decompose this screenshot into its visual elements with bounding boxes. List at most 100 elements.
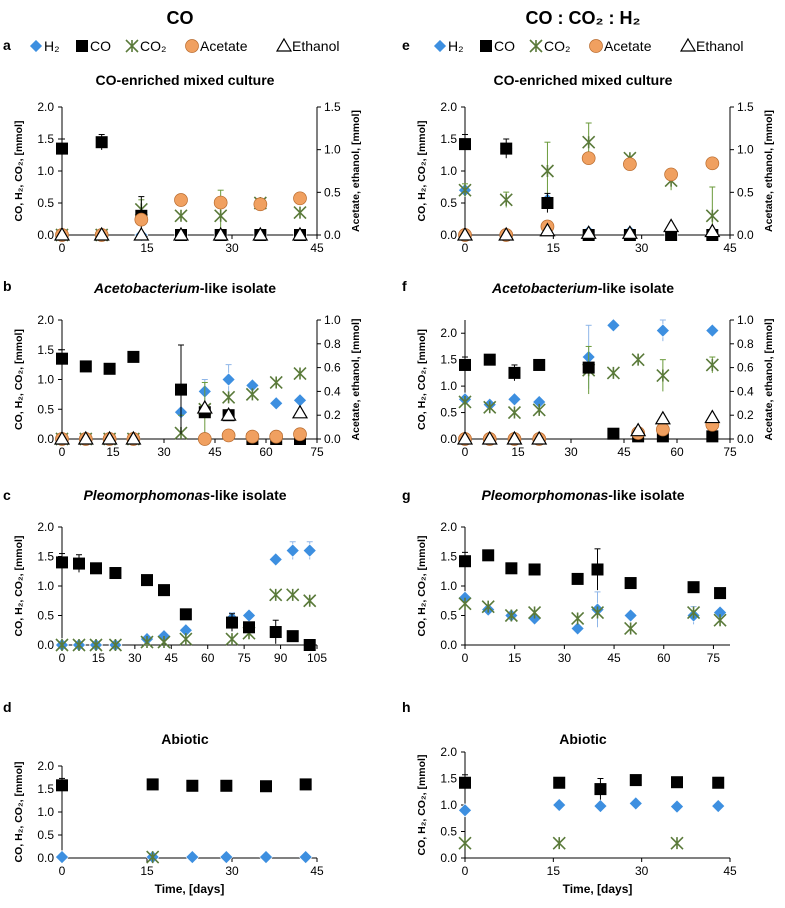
panel-letter-d: d: [3, 699, 12, 715]
ytick-label-h: 1.5: [440, 772, 457, 786]
ytick-label-g: 0.0: [440, 638, 457, 652]
point-co2: [293, 206, 307, 220]
point-ethanol: [133, 226, 150, 241]
point-ethanol: [456, 430, 474, 445]
legend-label-ethanol: Ethanol: [292, 38, 339, 54]
series-co-a: [56, 134, 306, 241]
point-co2: [582, 135, 596, 149]
point-acetate: [656, 422, 670, 437]
y2tick-label-a: 1.0: [324, 143, 341, 157]
point-h2: [606, 318, 621, 333]
point-co2: [624, 621, 638, 636]
xtick-label-h: 0: [462, 864, 469, 878]
point-co2: [214, 209, 228, 223]
point-ethanol: [481, 430, 498, 445]
xlabel-d: Time, [days]: [155, 882, 225, 896]
series-ethanol-f: [456, 409, 721, 445]
point-ethanol: [212, 226, 229, 241]
point-co2: [483, 400, 497, 414]
ytick-label-g: 2.0: [440, 520, 457, 534]
series-acetate-f: [458, 417, 720, 446]
point-co2: [269, 588, 283, 602]
y2tick-label-f: 0.4: [737, 384, 754, 398]
point-co: [459, 555, 471, 568]
point-co: [582, 361, 595, 374]
series-co2-h: [458, 836, 684, 850]
legend-label-acetate: Acetate: [604, 38, 652, 54]
point-co: [79, 360, 92, 373]
point-co: [712, 776, 725, 789]
point-h2: [242, 608, 256, 623]
ytick-label-c: 0.5: [37, 609, 54, 623]
point-co: [459, 138, 471, 151]
ytick-label-g: 1.0: [440, 579, 457, 593]
point-co2: [532, 403, 546, 417]
ylabel-d: CO, H₂, CO₂, [mmol]: [13, 762, 25, 863]
y2tick-label-b: 0.2: [324, 408, 341, 422]
legend-label-ethanol: Ethanol: [696, 38, 743, 54]
legend-marker-co: [480, 40, 492, 52]
point-h2: [507, 392, 522, 407]
xtick-label-c: 105: [307, 651, 327, 665]
xtick-label-c: 30: [128, 651, 142, 665]
point-co: [186, 779, 199, 792]
xtick-label-e: 15: [547, 241, 561, 255]
point-co2: [179, 632, 193, 646]
ytick-label-d: 0.0: [37, 851, 54, 865]
xtick-label-c: 15: [92, 651, 106, 665]
xtick-label-c: 60: [201, 651, 215, 665]
point-ethanol: [77, 430, 94, 445]
point-acetate: [174, 193, 188, 207]
legend-marker-acetate: [589, 39, 603, 53]
point-co2: [140, 635, 154, 649]
ytick-label-d: 2.0: [37, 759, 54, 773]
xtick-label-c: 0: [59, 651, 66, 665]
legend-marker-h2: [29, 39, 43, 53]
point-co2: [286, 588, 300, 602]
y2tick-label-a: 0.0: [324, 228, 341, 242]
ylabel-h: CO, H₂, CO₂, [mmol]: [416, 755, 428, 856]
xtick-label-g: 0: [462, 651, 469, 665]
point-co2: [245, 387, 259, 401]
legend-marker-co2: [125, 39, 139, 53]
series-co-d: [56, 777, 312, 793]
ytick-label-h: 2.0: [440, 745, 457, 759]
xtick-label-f: 0: [462, 445, 469, 459]
panel-title-f: Acetobacterium-like isolate: [491, 280, 674, 296]
point-co2: [481, 600, 495, 614]
point-co2: [552, 836, 566, 850]
point-co2: [458, 183, 472, 197]
xtick-label-d: 0: [59, 864, 66, 878]
point-h2: [628, 796, 643, 811]
xtick-label-g: 75: [707, 651, 721, 665]
panel-letter-c: c: [3, 487, 11, 503]
point-co: [158, 584, 170, 597]
point-co: [500, 142, 513, 155]
point-co: [533, 358, 546, 371]
xtick-label-g: 30: [558, 651, 572, 665]
panel-title-c: Pleomorphomonas-like isolate: [83, 487, 286, 503]
point-co: [56, 556, 68, 569]
panel-letter-g: g: [402, 487, 411, 503]
ytick-label-b: 0.0: [37, 432, 54, 446]
point-acetate: [293, 191, 307, 206]
ytick-label-c: 0.0: [37, 638, 54, 652]
point-co2: [269, 375, 283, 390]
xtick-label-g: 45: [607, 651, 621, 665]
ylabel-a: CO, H₂, CO₂, [mmol]: [13, 121, 25, 222]
point-h2: [219, 850, 234, 865]
point-acetate: [293, 427, 307, 442]
ytick-label-h: 1.0: [440, 798, 457, 812]
y2tick-label-a: 1.5: [324, 100, 341, 114]
point-ethanol: [125, 430, 142, 445]
ytick-label-e: 2.0: [440, 100, 457, 114]
ylabel-f: CO, H₂, CO₂, [mmol]: [416, 329, 428, 430]
y2tick-label-b: 1.0: [324, 313, 341, 327]
legend-label-co: CO: [90, 38, 111, 54]
xtick-label-a: 15: [140, 241, 154, 255]
ytick-label-a: 1.5: [37, 132, 54, 146]
xtick-label-g: 15: [508, 651, 522, 665]
point-h2: [259, 850, 273, 865]
series-h2-h: [458, 796, 726, 818]
y2tick-label-e: 1.5: [737, 100, 754, 114]
